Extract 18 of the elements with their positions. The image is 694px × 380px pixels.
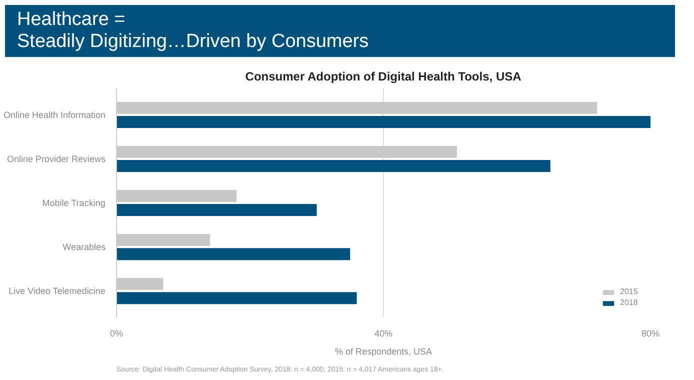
legend-label: 2015 xyxy=(620,287,639,296)
y-tick-label: Online Health Information xyxy=(3,110,106,120)
bar xyxy=(116,248,350,260)
bar xyxy=(116,292,357,304)
bar xyxy=(116,116,650,128)
y-tick-label: Online Provider Reviews xyxy=(6,154,106,164)
x-tick-label: 0% xyxy=(110,328,124,338)
legend-label: 2018 xyxy=(620,298,639,307)
bar xyxy=(116,160,550,172)
y-tick-label: Wearables xyxy=(62,242,106,252)
x-axis-title: % of Respondents, USA xyxy=(334,346,432,356)
bar xyxy=(116,204,317,216)
y-tick-label: Live Video Telemedicine xyxy=(8,286,106,296)
x-tick-label: 80% xyxy=(641,328,660,338)
x-tick-label: 40% xyxy=(374,328,393,338)
y-tick-label: Mobile Tracking xyxy=(42,198,106,208)
chart-title: Healthcare = Steadily Digitizing…Driven by Consumers xyxy=(5,5,675,57)
chart-subtitle: Consumer Adoption of Digital Health Tools, USA xyxy=(245,70,522,84)
